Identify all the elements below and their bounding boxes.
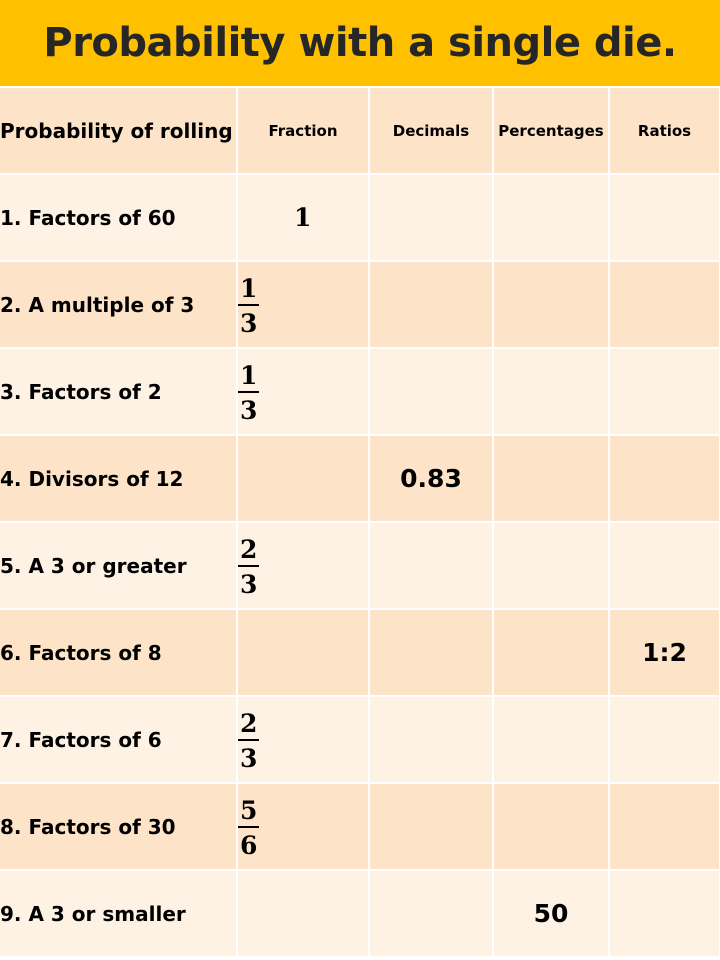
percentage-cell[interactable] xyxy=(493,783,610,871)
decimal-cell[interactable] xyxy=(369,174,494,262)
fraction-numerator: 1 xyxy=(238,363,260,393)
decimal-cell[interactable] xyxy=(369,261,494,349)
row-label: 5. A 3 or greater xyxy=(0,522,238,610)
ratio-cell[interactable] xyxy=(609,348,720,436)
header-percentages: Percentages xyxy=(493,88,610,175)
fraction-denominator: 3 xyxy=(240,395,258,425)
fraction-value: 1 xyxy=(294,203,312,232)
percentage-cell[interactable] xyxy=(493,609,610,697)
decimal-cell[interactable] xyxy=(369,348,494,436)
decimal-cell[interactable] xyxy=(369,609,494,697)
percentage-cell[interactable] xyxy=(493,435,610,523)
row-label: 3. Factors of 2 xyxy=(0,348,238,436)
fraction-numerator: 2 xyxy=(238,711,260,741)
row-label: 6. Factors of 8 xyxy=(0,609,238,697)
row-label: 2. A multiple of 3 xyxy=(0,261,238,349)
table-row: 1. Factors of 60 1 xyxy=(0,174,720,262)
fraction-denominator: 3 xyxy=(240,308,258,338)
table-header-row: Probability of rolling Fraction Decimals… xyxy=(0,88,720,175)
table-row: 6. Factors of 8 1:2 xyxy=(0,609,720,697)
fraction: 2 3 xyxy=(238,711,260,773)
row-label: 4. Divisors of 12 xyxy=(0,435,238,523)
fraction-cell[interactable]: 1 xyxy=(237,174,370,262)
table-row: 9. A 3 or smaller 50 xyxy=(0,870,720,958)
decimal-cell[interactable] xyxy=(369,696,494,784)
fraction-cell[interactable] xyxy=(237,435,370,523)
ratio-cell[interactable] xyxy=(609,435,720,523)
ratio-cell[interactable] xyxy=(609,870,720,958)
row-label: 1. Factors of 60 xyxy=(0,174,238,262)
fraction-cell[interactable]: 1 3 xyxy=(237,348,370,436)
header-fraction: Fraction xyxy=(237,88,370,175)
ratio-cell[interactable] xyxy=(609,261,720,349)
fraction-numerator: 5 xyxy=(238,798,260,828)
decimal-cell[interactable]: 0.83 xyxy=(369,435,494,523)
fraction-denominator: 3 xyxy=(240,569,258,599)
row-label: 9. A 3 or smaller xyxy=(0,870,238,958)
header-decimals: Decimals xyxy=(369,88,494,175)
percentage-cell[interactable] xyxy=(493,348,610,436)
percentage-cell[interactable] xyxy=(493,261,610,349)
table-row: 4. Divisors of 12 0.83 xyxy=(0,435,720,523)
fraction: 5 6 xyxy=(238,798,260,860)
table-row: 3. Factors of 2 1 3 xyxy=(0,348,720,436)
fraction-numerator: 2 xyxy=(238,537,260,567)
table-row: 5. A 3 or greater 2 3 xyxy=(0,522,720,610)
percentage-cell[interactable] xyxy=(493,174,610,262)
fraction-cell[interactable] xyxy=(237,609,370,697)
table-row: 2. A multiple of 3 1 3 xyxy=(0,261,720,349)
decimal-cell[interactable] xyxy=(369,783,494,871)
fraction-cell[interactable]: 5 6 xyxy=(237,783,370,871)
page-title: Probability with a single die. xyxy=(43,20,677,66)
ratio-cell[interactable] xyxy=(609,522,720,610)
ratio-cell[interactable] xyxy=(609,783,720,871)
fraction: 2 3 xyxy=(238,537,260,599)
header-event: Probability of rolling xyxy=(0,88,238,175)
fraction-cell[interactable] xyxy=(237,870,370,958)
decimal-cell[interactable] xyxy=(369,522,494,610)
percentage-cell[interactable]: 50 xyxy=(493,870,610,958)
fraction-cell[interactable]: 2 3 xyxy=(237,696,370,784)
ratio-cell[interactable] xyxy=(609,696,720,784)
fraction-denominator: 3 xyxy=(240,743,258,773)
ratio-cell[interactable] xyxy=(609,174,720,262)
ratio-cell[interactable]: 1:2 xyxy=(609,609,720,697)
title-bar: Probability with a single die. xyxy=(0,0,720,86)
fraction-cell[interactable]: 2 3 xyxy=(237,522,370,610)
fraction-denominator: 6 xyxy=(240,830,258,860)
table-row: 7. Factors of 6 2 3 xyxy=(0,696,720,784)
fraction-cell[interactable]: 1 3 xyxy=(237,261,370,349)
fraction-numerator: 1 xyxy=(238,276,260,306)
probability-table: Probability of rolling Fraction Decimals… xyxy=(0,88,720,958)
decimal-cell[interactable] xyxy=(369,870,494,958)
table-row: 8. Factors of 30 5 6 xyxy=(0,783,720,871)
percentage-cell[interactable] xyxy=(493,522,610,610)
row-label: 8. Factors of 30 xyxy=(0,783,238,871)
row-label: 7. Factors of 6 xyxy=(0,696,238,784)
fraction: 1 3 xyxy=(238,276,260,338)
header-ratios: Ratios xyxy=(609,88,720,175)
percentage-cell[interactable] xyxy=(493,696,610,784)
fraction: 1 3 xyxy=(238,363,260,425)
